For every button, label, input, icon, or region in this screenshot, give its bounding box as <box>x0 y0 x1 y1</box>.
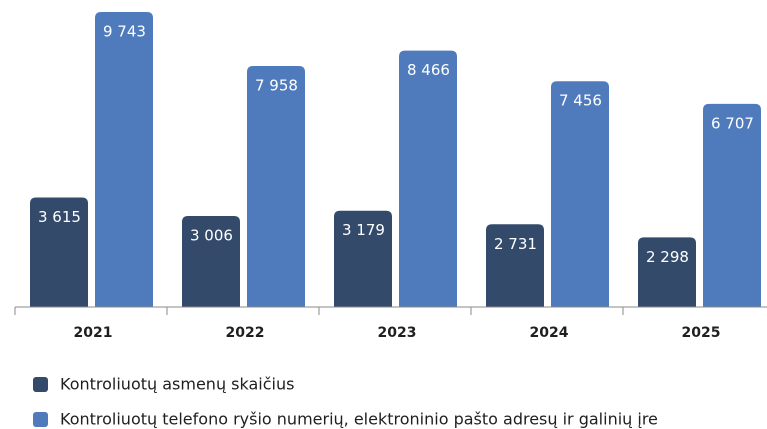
bar <box>486 224 544 307</box>
bar <box>638 237 696 307</box>
bar-label: 7 456 <box>559 92 602 110</box>
bar-label: 3 006 <box>190 226 233 244</box>
legend-swatch <box>33 412 48 427</box>
bar-label: 6 707 <box>711 114 754 132</box>
bar <box>182 215 240 307</box>
bar-label: 3 615 <box>38 208 81 226</box>
x-tick-label: 2022 <box>226 325 265 341</box>
bar-label: 2 731 <box>494 235 537 253</box>
x-tick-label: 2021 <box>74 325 113 341</box>
legend-text: Kontroliuotų asmenų skaičius <box>60 375 294 394</box>
bar <box>334 210 392 307</box>
bar-label: 9 743 <box>103 23 146 41</box>
bar <box>30 197 88 307</box>
x-tick-label: 2023 <box>378 325 417 341</box>
bar-label: 8 466 <box>407 61 450 79</box>
bar-label: 7 958 <box>255 77 298 95</box>
bar <box>247 66 305 307</box>
bar <box>95 12 153 307</box>
legend-text: Kontroliuotų telefono ryšio numerių, ele… <box>60 410 658 429</box>
bar-label: 2 298 <box>646 248 689 266</box>
bar <box>703 103 761 307</box>
bar-label: 3 179 <box>342 221 385 239</box>
bar <box>399 50 457 308</box>
bar <box>551 81 609 307</box>
legend-swatch <box>33 377 48 392</box>
x-tick-label: 2025 <box>682 325 721 341</box>
x-tick-label: 2024 <box>530 325 569 341</box>
